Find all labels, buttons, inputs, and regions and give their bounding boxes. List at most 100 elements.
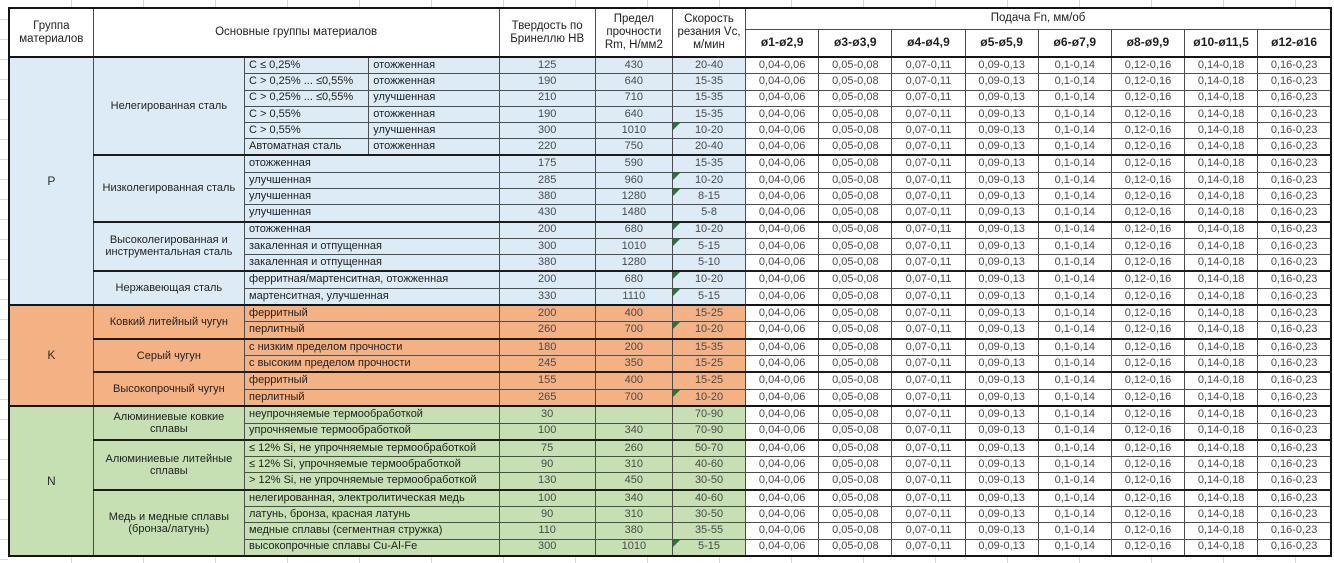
header-feed-diameter-1[interactable]: ø1-ø2,9 [745,28,820,58]
strength-cell[interactable]: 1010 [594,237,673,256]
strength-cell[interactable]: 380 [594,522,673,540]
hardness-cell[interactable]: 180 [498,337,596,357]
family-name-cell[interactable]: Ковкий литейный чугун [92,304,246,340]
hardness-cell[interactable]: 125 [498,56,596,75]
feed-cell[interactable]: 0,1-0,14 [1037,287,1112,306]
material-detail-cell[interactable]: C ≤ 0,25% [244,56,370,75]
feed-cell[interactable]: 0,07-0,11 [891,204,966,222]
speed-cell[interactable]: 5-15 [671,237,747,256]
hardness-cell[interactable]: 190 [498,73,596,91]
feed-cell[interactable]: 0,04-0,06 [745,304,820,323]
hardness-cell[interactable]: 200 [498,304,596,323]
hardness-cell[interactable]: 300 [498,538,596,557]
material-state-cell[interactable]: отожженная [368,73,500,91]
speed-cell[interactable]: 70-90 [671,405,747,424]
speed-cell[interactable]: 8-15 [671,187,747,206]
speed-cell[interactable]: 5-15 [671,538,747,557]
feed-cell[interactable]: 0,04-0,06 [745,138,820,156]
speed-cell[interactable]: 10-20 [671,220,747,239]
material-state-cell[interactable]: улучшенная [368,89,500,107]
feed-cell[interactable]: 0,1-0,14 [1037,522,1112,540]
feed-cell[interactable]: 0,16-0,23 [1257,321,1332,340]
header-feed-diameter-5[interactable]: ø6-ø7,9 [1037,28,1112,58]
material-desc-cell[interactable]: неупрочняемые термообработкой [244,405,500,424]
feed-cell[interactable]: 0,09-0,13 [964,237,1039,256]
strength-cell[interactable]: 960 [594,171,673,189]
feed-cell[interactable]: 0,14-0,18 [1184,237,1259,256]
feed-cell[interactable]: 0,1-0,14 [1037,321,1112,340]
feed-cell[interactable]: 0,16-0,23 [1257,270,1332,289]
feed-cell[interactable]: 0,14-0,18 [1184,89,1259,107]
material-detail-cell[interactable]: C > 0,25% ... ≤0,55% [244,89,370,107]
material-desc-cell[interactable]: мартенситная, улучшенная [244,287,500,306]
strength-cell[interactable]: 1480 [594,204,673,222]
feed-cell[interactable]: 0,07-0,11 [891,506,966,524]
header-feed[interactable]: Подача Fn, мм/об [745,7,1332,30]
feed-cell[interactable]: 0,09-0,13 [964,73,1039,91]
hardness-cell[interactable]: 190 [498,105,596,123]
feed-cell[interactable]: 0,1-0,14 [1037,304,1112,323]
strength-cell[interactable]: 310 [594,506,673,524]
feed-cell[interactable]: 0,09-0,13 [964,506,1039,524]
strength-cell[interactable]: 400 [594,304,673,323]
material-desc-cell[interactable]: улучшенная [244,171,500,189]
feed-cell[interactable]: 0,16-0,23 [1257,388,1332,407]
hardness-cell[interactable]: 380 [498,187,596,206]
feed-cell[interactable]: 0,14-0,18 [1184,488,1259,508]
feed-cell[interactable]: 0,16-0,23 [1257,154,1332,173]
speed-cell[interactable]: 20-40 [671,138,747,156]
strength-cell[interactable]: 750 [594,138,673,156]
feed-cell[interactable]: 0,14-0,18 [1184,138,1259,156]
feed-cell[interactable]: 0,1-0,14 [1037,105,1112,123]
feed-cell[interactable]: 0,12-0,16 [1110,287,1186,306]
feed-cell[interactable]: 0,04-0,06 [745,422,820,441]
header-feed-diameter-7[interactable]: ø10-ø11,5 [1184,28,1259,58]
feed-cell[interactable]: 0,12-0,16 [1110,270,1186,289]
feed-cell[interactable]: 0,16-0,23 [1257,506,1332,524]
feed-cell[interactable]: 0,14-0,18 [1184,171,1259,189]
feed-cell[interactable]: 0,09-0,13 [964,204,1039,222]
feed-cell[interactable]: 0,07-0,11 [891,254,966,272]
feed-cell[interactable]: 0,04-0,06 [745,154,820,173]
header-feed-diameter-2[interactable]: ø3-ø3,9 [818,28,893,58]
feed-cell[interactable]: 0,14-0,18 [1184,321,1259,340]
feed-cell[interactable]: 0,04-0,06 [745,187,820,206]
feed-cell[interactable]: 0,09-0,13 [964,171,1039,189]
feed-cell[interactable]: 0,09-0,13 [964,121,1039,140]
feed-cell[interactable]: 0,12-0,16 [1110,388,1186,407]
feed-cell[interactable]: 0,07-0,11 [891,337,966,357]
feed-cell[interactable]: 0,14-0,18 [1184,287,1259,306]
feed-cell[interactable]: 0,12-0,16 [1110,171,1186,189]
feed-cell[interactable]: 0,14-0,18 [1184,538,1259,557]
feed-cell[interactable]: 0,14-0,18 [1184,254,1259,272]
material-desc-cell[interactable]: нелегированная, электролитическая медь [244,488,500,508]
feed-cell[interactable]: 0,04-0,06 [745,472,820,491]
feed-cell[interactable]: 0,16-0,23 [1257,254,1332,272]
feed-cell[interactable]: 0,07-0,11 [891,187,966,206]
speed-cell[interactable]: 15-35 [671,154,747,173]
feed-cell[interactable]: 0,04-0,06 [745,105,820,123]
feed-cell[interactable]: 0,09-0,13 [964,371,1039,390]
feed-cell[interactable]: 0,05-0,08 [818,422,893,441]
feed-cell[interactable]: 0,05-0,08 [818,388,893,407]
speed-cell[interactable]: 10-20 [671,270,747,289]
hardness-cell[interactable]: 265 [498,388,596,407]
feed-cell[interactable]: 0,09-0,13 [964,488,1039,508]
feed-cell[interactable]: 0,14-0,18 [1184,270,1259,289]
feed-cell[interactable]: 0,04-0,06 [745,321,820,340]
speed-cell[interactable]: 10-20 [671,171,747,189]
feed-cell[interactable]: 0,16-0,23 [1257,355,1332,373]
feed-cell[interactable]: 0,04-0,06 [745,456,820,474]
hardness-cell[interactable]: 155 [498,371,596,390]
hardness-cell[interactable]: 210 [498,89,596,107]
feed-cell[interactable]: 0,16-0,23 [1257,73,1332,91]
speed-cell[interactable]: 15-35 [671,105,747,123]
feed-cell[interactable]: 0,12-0,16 [1110,488,1186,508]
material-detail-cell[interactable]: C > 0,55% [244,121,370,140]
speed-cell[interactable]: 15-35 [671,337,747,357]
material-desc-cell[interactable]: медные сплавы (сегментная стружка) [244,522,500,540]
strength-cell[interactable]: 680 [594,270,673,289]
speed-cell[interactable]: 15-25 [671,355,747,373]
feed-cell[interactable]: 0,04-0,06 [745,254,820,272]
feed-cell[interactable]: 0,05-0,08 [818,154,893,173]
